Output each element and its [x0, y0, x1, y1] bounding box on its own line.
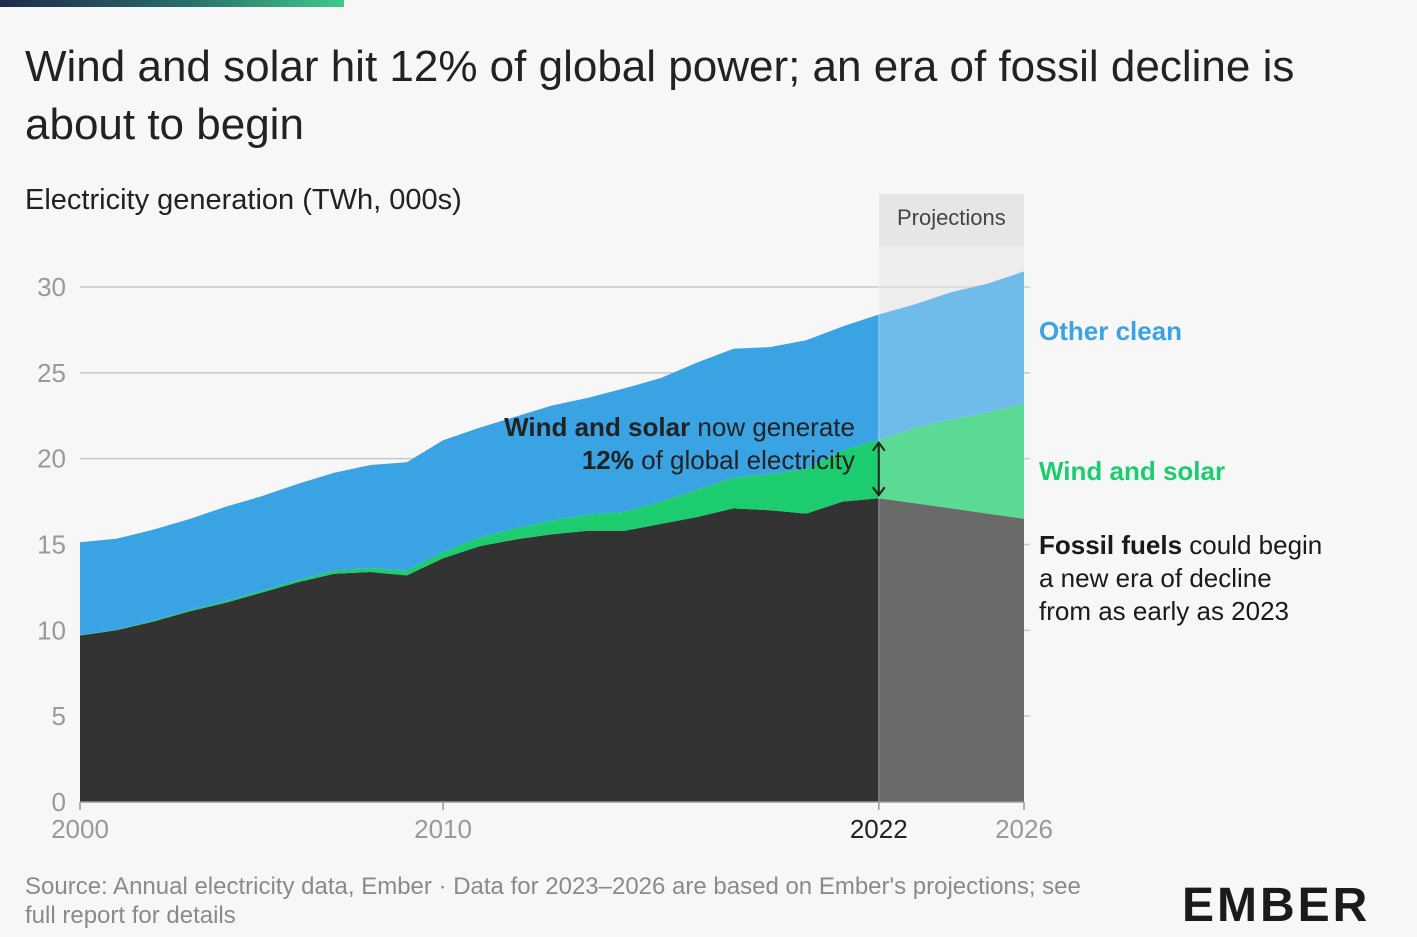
- y-tick-label: 10: [37, 615, 66, 645]
- logo-text: EMBER: [1182, 879, 1371, 932]
- y-tick-label: 20: [37, 444, 66, 474]
- annotation-line-1: Wind and solar now generate: [504, 412, 855, 442]
- annotation-bold-1: Wind and solar: [504, 412, 690, 442]
- y-tick-label: 0: [52, 787, 66, 817]
- label-fossil-line-3: from as early as 2023: [1039, 596, 1289, 626]
- chart-title: Wind and solar hit 12% of global power; …: [25, 42, 1295, 149]
- projections-label: Projections: [897, 205, 1006, 230]
- annotation-bold-2: 12%: [582, 445, 634, 475]
- share-arrow-head-top: [871, 441, 886, 452]
- projection-shade: [878, 247, 1024, 802]
- projections-overlay: [878, 194, 1024, 802]
- x-tick-label: 2010: [414, 814, 472, 844]
- area-fossil-fuels: [80, 498, 1024, 802]
- top-accent-bar: [0, 0, 344, 7]
- label-fossil-line-1: Fossil fuels could begin: [1039, 530, 1322, 560]
- x-tick-label: 2000: [51, 814, 109, 844]
- axes: [79, 801, 1025, 810]
- area-series: [80, 271, 1024, 802]
- label-wind-solar: Wind and solar: [1039, 456, 1225, 486]
- label-fossil-line-2: a new era of decline: [1039, 563, 1272, 593]
- y-tick-labels: 0 5 10 15 20 25 30: [37, 272, 66, 817]
- area-wind-and-solar: [80, 403, 1024, 636]
- y-tick-label: 15: [37, 530, 66, 560]
- chart-subtitle: Electricity generation (TWh, 000s): [25, 184, 462, 216]
- annotation-rest-2: of global electricity: [634, 445, 855, 475]
- y-tick-label: 5: [52, 701, 66, 731]
- label-other-clean: Other clean: [1039, 316, 1182, 346]
- area-other-clean: [80, 271, 1024, 635]
- ember-logo: EMBER: [1182, 878, 1370, 933]
- y-tick-label: 30: [37, 272, 66, 302]
- annotation-rest-1: now generate: [690, 412, 855, 442]
- x-tick-label: 2022: [850, 814, 908, 844]
- x-tick-labels: 2000 2010 2022 2026: [51, 814, 1053, 844]
- y-tick-label: 25: [37, 358, 66, 388]
- x-tick-label: 2026: [995, 814, 1053, 844]
- annotation-line-2: 12% of global electricity: [582, 445, 855, 475]
- label-fossil-rest: could begin: [1182, 530, 1322, 560]
- share-arrow-head-bottom: [871, 486, 886, 497]
- label-fossil-bold: Fossil fuels: [1039, 530, 1182, 560]
- source-note: Source: Annual electricity data, Ember ·…: [25, 873, 1081, 929]
